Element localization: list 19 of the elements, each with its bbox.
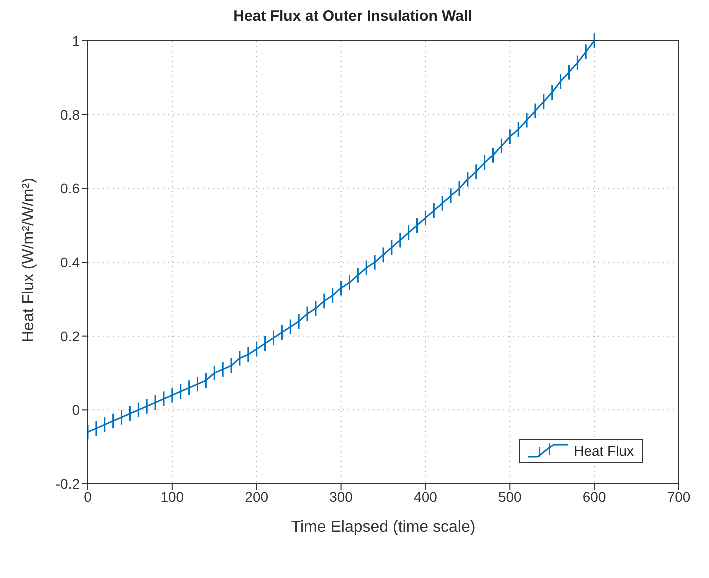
y-tick-label: 0 [72, 402, 80, 418]
legend-label: Heat Flux [574, 443, 634, 459]
y-tick-label: 0.4 [60, 254, 80, 270]
y-tick-label: -0.2 [56, 476, 80, 492]
x-tick-label: 600 [582, 488, 606, 505]
y-axis-title: Heat Flux (W/m²/W/m²) [20, 178, 38, 342]
y-tick-label: 0.8 [60, 106, 80, 123]
x-tick-label: 200 [245, 488, 269, 505]
x-tick-label: 400 [414, 488, 438, 505]
x-axis-title: Time Elapsed (time scale) [291, 519, 476, 536]
chart-title: Heat Flux at Outer Insulation Wall [232, 8, 474, 27]
y-tick-label: 1 [72, 32, 80, 49]
x-tick-label: 700 [667, 488, 691, 505]
y-tick-label: 0.2 [60, 328, 80, 344]
y-tick-label: 0.6 [60, 180, 80, 197]
x-tick-label: 0 [84, 488, 92, 505]
x-tick-label: 100 [160, 488, 184, 505]
x-tick-label: 500 [498, 488, 522, 505]
x-tick-label: 300 [330, 488, 354, 505]
